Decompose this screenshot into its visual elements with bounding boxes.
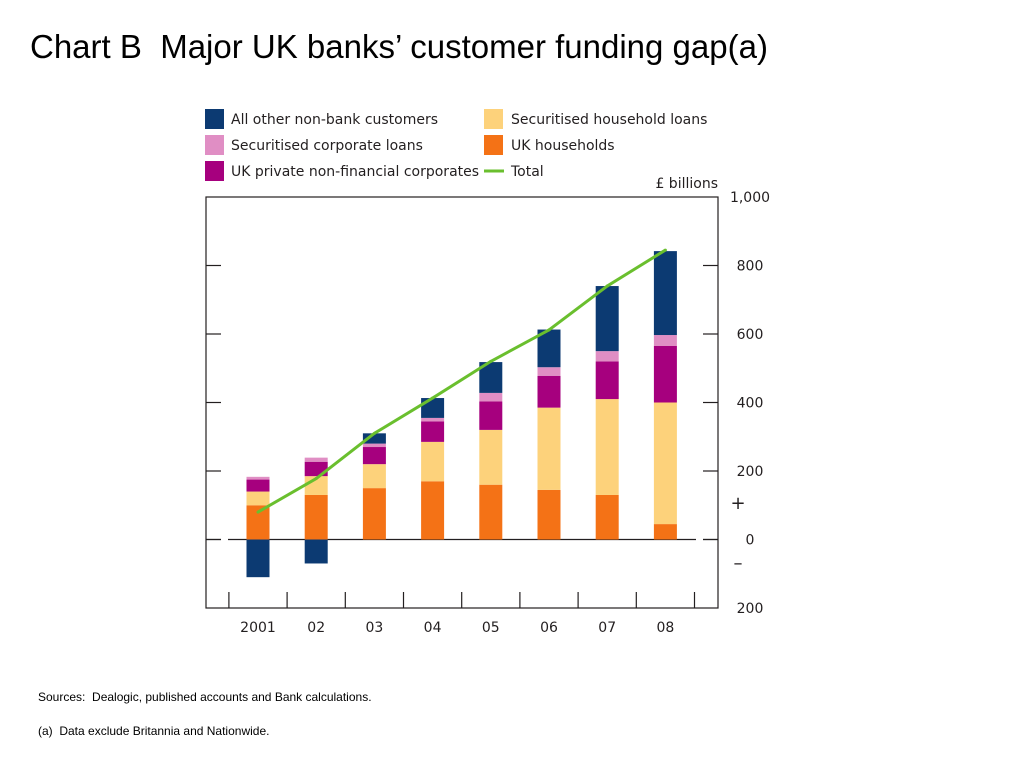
- bar-uk-private-non-financial-corporates-2001: [246, 479, 270, 492]
- x-tick-label: 05: [482, 620, 500, 636]
- plus-sign: +: [730, 493, 745, 514]
- bar-uk-households-05: [479, 484, 503, 540]
- bar-all-other-non-bank-customers-2001: [246, 539, 270, 578]
- y-tick-label: 0: [746, 533, 755, 549]
- x-tick-label: 03: [365, 620, 383, 636]
- total-point-04: [431, 396, 435, 400]
- x-axis-labels: 2001 02 03 04 05 06 07 08: [240, 620, 674, 636]
- bar-uk-households-06: [537, 489, 561, 540]
- slide-title: Chart B Major UK banks’ customer funding…: [30, 28, 768, 65]
- legend-swatch-securitised-household-loans: [484, 109, 503, 129]
- x-tick-label: 2001: [240, 620, 276, 636]
- x-tick-label: 06: [540, 620, 558, 636]
- total-point-05: [489, 359, 493, 363]
- total-point-02: [314, 477, 318, 481]
- bar-securitised-household-loans-03: [362, 464, 386, 489]
- legend-swatch-securitised-corporate-loans: [205, 135, 224, 155]
- legend-swatch-uk-private-non-financial-corporates: [205, 161, 224, 181]
- sources-note: Sources: Dealogic, published accounts an…: [38, 690, 372, 704]
- bar-uk-private-non-financial-corporates-08: [653, 345, 677, 403]
- bar-all-other-non-bank-customers-08: [653, 251, 677, 336]
- y-tick-label: 800: [737, 259, 764, 275]
- legend-label-securitised-household-loans: Securitised household loans: [511, 112, 707, 128]
- x-tick-label: 04: [424, 620, 442, 636]
- legend-swatch-uk-households: [484, 135, 503, 155]
- bar-securitised-household-loans-2001: [246, 491, 270, 506]
- total-point-08: [663, 248, 667, 252]
- legend-label-total: Total: [510, 164, 544, 180]
- legend-label-all-other-non-bank-customers: All other non-bank customers: [231, 112, 438, 128]
- y-tick-label: 400: [737, 396, 764, 412]
- plot-frame: [205, 196, 719, 609]
- bar-securitised-household-loans-05: [479, 429, 503, 485]
- total-point-2001: [256, 510, 260, 514]
- bar-securitised-corporate-loans-02: [304, 457, 328, 462]
- bar-securitised-corporate-loans-2001: [246, 476, 270, 480]
- bar-all-other-non-bank-customers-03: [362, 433, 386, 444]
- total-point-03: [372, 431, 376, 435]
- x-tick-label: 02: [307, 620, 325, 636]
- bar-uk-private-non-financial-corporates-04: [421, 421, 445, 442]
- legend-label-securitised-corporate-loans: Securitised corporate loans: [231, 138, 423, 154]
- bar-securitised-household-loans-06: [537, 407, 561, 490]
- x-tick-label: 07: [598, 620, 616, 636]
- bar-securitised-corporate-loans-04: [421, 417, 445, 422]
- footnote: (a) Data exclude Britannia and Nationwid…: [38, 724, 270, 738]
- bar-uk-private-non-financial-corporates-03: [362, 447, 386, 465]
- bar-securitised-household-loans-07: [595, 399, 619, 495]
- bar-all-other-non-bank-customers-06: [537, 329, 561, 368]
- bar-uk-private-non-financial-corporates-07: [595, 361, 619, 400]
- bar-uk-households-03: [362, 488, 386, 540]
- total-point-07: [605, 284, 609, 288]
- y-axis-labels: 1,000 800 600 400 200 0 200: [730, 190, 770, 617]
- unit-label: £ billions: [655, 176, 718, 192]
- total-series: [256, 248, 667, 514]
- bars: [246, 251, 677, 578]
- bar-securitised-corporate-loans-05: [479, 392, 503, 402]
- bar-securitised-corporate-loans-03: [362, 443, 386, 448]
- y-tick-label: 200: [737, 601, 764, 617]
- y-tick-label: 200: [737, 464, 764, 480]
- bar-all-other-non-bank-customers-07: [595, 286, 619, 352]
- bar-uk-households-07: [595, 494, 619, 540]
- bar-securitised-corporate-loans-06: [537, 367, 561, 376]
- total-point-06: [547, 328, 551, 332]
- bar-uk-households-2001: [246, 505, 270, 540]
- total-line: [257, 248, 667, 514]
- bar-securitised-corporate-loans-08: [653, 335, 677, 346]
- bar-uk-households-02: [304, 494, 328, 540]
- bar-securitised-household-loans-04: [421, 441, 445, 482]
- bar-all-other-non-bank-customers-05: [479, 362, 503, 393]
- legend-label-uk-private-non-financial-corporates: UK private non-financial corporates: [231, 164, 479, 180]
- legend-label-uk-households: UK households: [511, 138, 615, 154]
- bar-uk-private-non-financial-corporates-05: [479, 401, 503, 430]
- minus-sign: –: [734, 553, 743, 574]
- bar-uk-households-08: [653, 524, 677, 540]
- bar-uk-households-04: [421, 481, 445, 540]
- legend-swatch-all-other-non-bank-customers: [205, 109, 224, 129]
- x-tick-label: 08: [656, 620, 674, 636]
- legend: All other non-bank customers Securitised …: [205, 109, 707, 181]
- y-tick-label: 1,000: [730, 190, 770, 206]
- bar-securitised-household-loans-08: [653, 402, 677, 525]
- bar-uk-private-non-financial-corporates-06: [537, 375, 561, 408]
- bar-all-other-non-bank-customers-02: [304, 539, 328, 564]
- bar-securitised-corporate-loans-07: [595, 351, 619, 362]
- y-tick-label: 600: [737, 327, 764, 343]
- axis-ticks: [206, 264, 718, 608]
- bar-all-other-non-bank-customers-04: [421, 398, 445, 418]
